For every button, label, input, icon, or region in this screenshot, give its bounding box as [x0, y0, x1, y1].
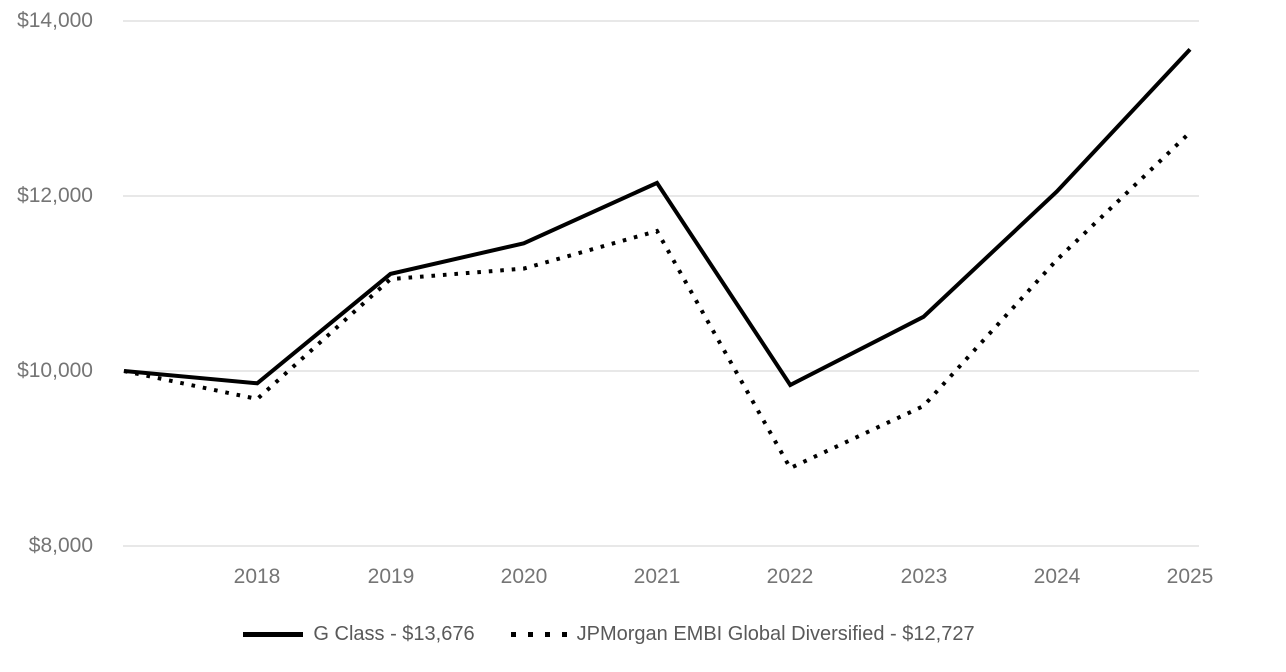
legend-item-g-class: G Class - $13,676	[243, 621, 475, 647]
x-axis-label-2025: 2025	[1166, 565, 1214, 588]
x-axis-label-2018: 2018	[233, 565, 281, 588]
x-axis-label-2021: 2021	[633, 565, 681, 588]
y-axis-label-12000: $12,000	[17, 184, 93, 207]
x-axis-label-2023: 2023	[900, 565, 948, 588]
dotted-line-swatch-icon	[510, 631, 567, 637]
x-axis-label-2024: 2024	[1033, 565, 1081, 588]
legend: G Class - $13,676 JPMorgan EMBI Global D…	[0, 621, 1286, 647]
x-axis-label-2022: 2022	[766, 565, 814, 588]
legend-label-g-class: G Class - $13,676	[313, 623, 475, 645]
legend-item-jpmorgan-embi: JPMorgan EMBI Global Diversified - $12,7…	[510, 621, 975, 647]
jpmorgan-embi-line	[123, 130, 1192, 471]
g-class-line	[123, 48, 1192, 388]
solid-line-swatch-icon	[243, 631, 304, 637]
x-axis-label-2019: 2019	[367, 565, 415, 588]
y-axis-label-10000: $10,000	[17, 359, 93, 382]
y-axis-label-8000: $8,000	[28, 534, 93, 557]
legend-label-jpmorgan-embi: JPMorgan EMBI Global Diversified - $12,7…	[576, 623, 975, 645]
y-axis-label-14000: $14,000	[17, 9, 93, 32]
x-axis-label-2020: 2020	[500, 565, 548, 588]
